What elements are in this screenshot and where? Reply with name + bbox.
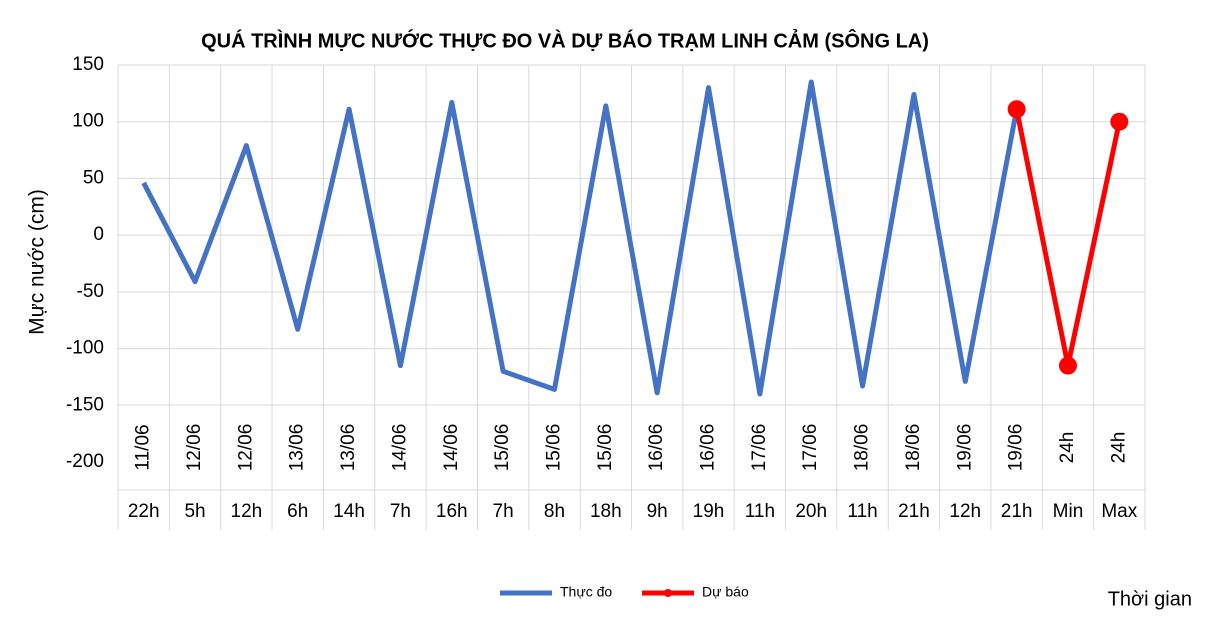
x-tick-label: 7h bbox=[493, 501, 514, 522]
legend-label: Thực đo bbox=[560, 584, 612, 600]
x-tick-date: 14/06 bbox=[389, 424, 410, 472]
x-tick-label: Min bbox=[1053, 501, 1084, 522]
x-tick-label: 14h bbox=[333, 501, 365, 522]
x-tick-label: 11h bbox=[745, 501, 775, 522]
x-axis-title: Thời gian bbox=[1108, 588, 1192, 610]
chart-title: QUÁ TRÌNH MỰC NƯỚC THỰC ĐO VÀ DỰ BÁO TRẠ… bbox=[201, 28, 929, 52]
x-tick-label: 20h bbox=[795, 501, 827, 522]
x-tick-label: 12h bbox=[231, 501, 263, 522]
x-tick-label: 7h bbox=[390, 501, 411, 522]
y-tick-label: -50 bbox=[77, 281, 104, 302]
x-tick-date: 17/06 bbox=[749, 424, 770, 472]
x-tick-date: 15/06 bbox=[595, 424, 616, 472]
y-tick-label: 50 bbox=[83, 167, 104, 188]
x-tick-label: 18h bbox=[590, 501, 622, 522]
x-tick-label: Max bbox=[1101, 501, 1137, 522]
x-tick-date: 15/06 bbox=[492, 424, 513, 472]
series-line bbox=[141, 79, 1020, 397]
x-tick-date: 11/06 bbox=[133, 424, 154, 470]
x-tick-date: 17/06 bbox=[800, 424, 821, 472]
x-tick-date: 15/06 bbox=[543, 424, 564, 472]
x-tick-date: 12/06 bbox=[184, 424, 205, 472]
x-tick-date: 16/06 bbox=[698, 424, 719, 472]
y-tick-label: -150 bbox=[66, 394, 104, 415]
x-tick-label: 19h bbox=[693, 501, 725, 522]
x-tick-date: 13/06 bbox=[287, 424, 308, 472]
y-tick-label: -100 bbox=[66, 338, 104, 359]
series-marker bbox=[1110, 112, 1129, 131]
x-tick-date: 24h bbox=[1108, 432, 1129, 464]
x-tick-label: 12h bbox=[949, 501, 981, 522]
series-marker bbox=[1058, 356, 1077, 375]
legend-label: Dự báo bbox=[702, 584, 749, 600]
y-tick-label: 150 bbox=[72, 54, 104, 75]
x-tick-label: 22h bbox=[128, 501, 160, 522]
x-tick-label: 21h bbox=[1001, 501, 1033, 522]
x-tick-label: 5h bbox=[184, 501, 205, 522]
x-tick-date: 19/06 bbox=[1006, 424, 1027, 472]
series-marker bbox=[1007, 100, 1026, 119]
y-tick-label: -200 bbox=[66, 451, 104, 472]
x-tick-label: 9h bbox=[647, 501, 668, 522]
x-tick-label: 21h bbox=[898, 501, 930, 522]
x-tick-date: 16/06 bbox=[646, 424, 667, 472]
x-tick-date: 24h bbox=[1057, 432, 1078, 464]
x-tick-label: 11h bbox=[847, 501, 877, 522]
y-tick-label: 0 bbox=[93, 224, 104, 245]
x-tick-label: 16h bbox=[436, 501, 468, 522]
x-tick-date: 12/06 bbox=[235, 424, 256, 472]
x-tick-date: 14/06 bbox=[441, 424, 462, 472]
y-tick-label: 100 bbox=[72, 111, 104, 132]
y-axis-title: Mực nước (cm) bbox=[26, 189, 49, 335]
x-tick-date: 13/06 bbox=[338, 424, 359, 472]
legend-marker bbox=[664, 589, 672, 597]
x-tick-date: 18/06 bbox=[852, 424, 873, 472]
x-tick-label: 6h bbox=[287, 501, 308, 522]
x-tick-label: 8h bbox=[544, 501, 565, 522]
x-tick-date: 18/06 bbox=[903, 424, 924, 472]
x-tick-date: 19/06 bbox=[954, 424, 975, 472]
